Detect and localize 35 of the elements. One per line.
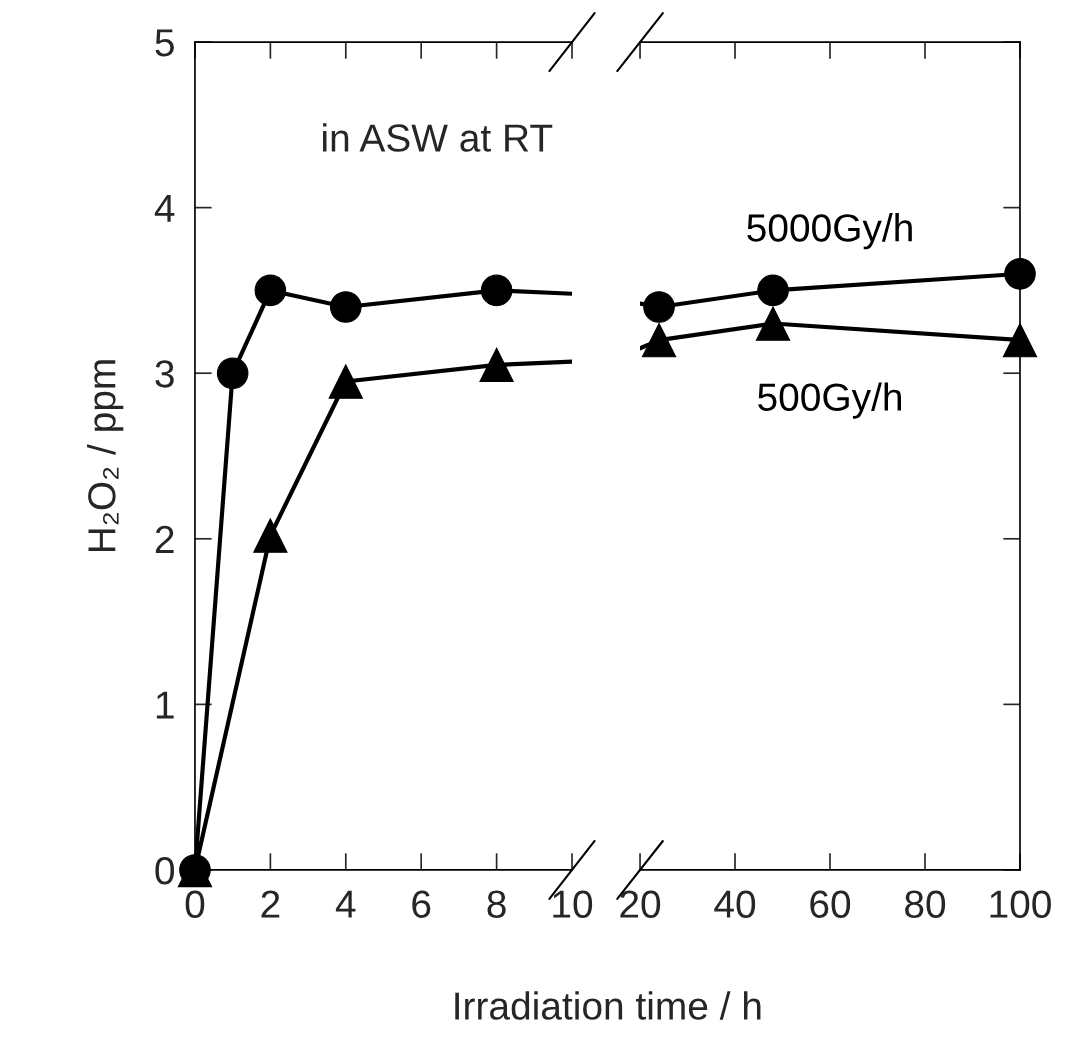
x-tick-label: 2 [261, 890, 280, 918]
point [329, 291, 362, 323]
y-tick-label: 0 [155, 856, 174, 885]
x-tick-label: 10 [553, 890, 593, 918]
series-label: 500Gy/h [758, 382, 902, 419]
point [757, 274, 789, 307]
point [755, 306, 791, 341]
series-label: 5000Gy/h [747, 213, 912, 250]
y-tick-label: 2 [155, 525, 174, 553]
x-tick-label: 60 [810, 890, 851, 918]
x-axis-title: Irradiation time / h [455, 991, 761, 1020]
point [216, 357, 249, 390]
point [1002, 322, 1038, 358]
point [328, 364, 363, 399]
point [643, 291, 675, 323]
point [254, 274, 287, 307]
point [479, 347, 514, 383]
x-tick-label: 100 [990, 890, 1051, 918]
annotation: in ASW at RT [323, 123, 553, 152]
point [641, 322, 677, 358]
x-tick-label: 80 [905, 890, 946, 918]
y-axis-title: H₂O₂ / ppm [87, 360, 124, 552]
y-tick-label: 4 [154, 194, 175, 222]
y-tick-label: 1 [156, 691, 174, 719]
point [253, 518, 288, 553]
x-tick-label: 0 [185, 890, 205, 918]
y-tick-label: 5 [155, 29, 174, 57]
x-tick-label: 4 [335, 890, 356, 918]
x-tick-label: 20 [620, 890, 661, 918]
x-tick-label: 6 [412, 890, 431, 918]
point [480, 274, 513, 307]
y-tick-label: 3 [155, 360, 174, 388]
x-tick-label: 40 [714, 890, 756, 918]
x-tick-label: 8 [487, 890, 506, 918]
point [1004, 258, 1036, 290]
